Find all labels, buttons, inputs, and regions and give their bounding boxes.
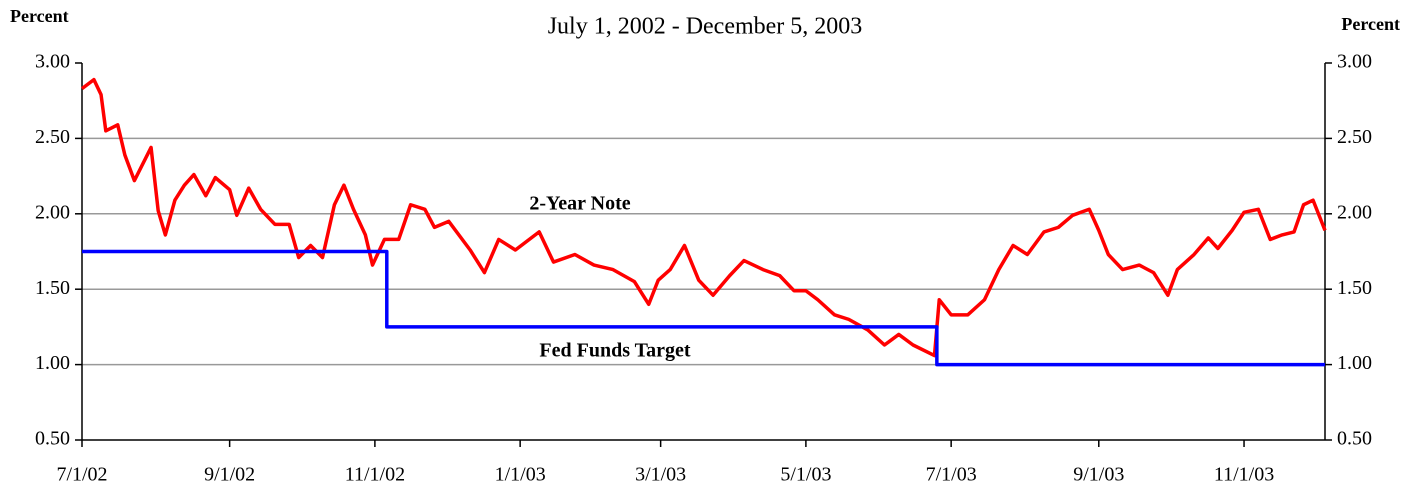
x-tick-label: 7/1/03 [926, 464, 977, 486]
y-tick-label: 0.50 [35, 428, 70, 450]
line [82, 249, 1325, 367]
annotation: Fed Funds Target [539, 340, 690, 362]
y-tick-label: 2.50 [35, 126, 70, 148]
annotation: 2-Year Note [529, 193, 630, 215]
y-tick-label: 3.00 [35, 51, 70, 73]
y-tick-label: 1.00 [35, 352, 70, 374]
x-tick-label: 7/1/02 [56, 464, 107, 486]
x-tick-label: 3/1/03 [635, 464, 686, 486]
x-tick-label: 11/1/03 [1214, 464, 1274, 486]
y-tick-label: 1.50 [35, 277, 70, 299]
y2-tick-label: 3.00 [1337, 51, 1372, 73]
y-tick-label: 2.00 [35, 201, 70, 223]
line [80, 77, 1327, 358]
y2-tick-label: 0.50 [1337, 428, 1372, 450]
y2-tick-label: 2.00 [1337, 201, 1372, 223]
y-axis-label: Percent [10, 6, 69, 26]
x-tick-label: 9/1/02 [204, 464, 255, 486]
y2-tick-label: 1.50 [1337, 277, 1372, 299]
y2-tick-label: 2.50 [1337, 126, 1372, 148]
chart-subtitle: July 1, 2002 - December 5, 2003 [548, 14, 863, 40]
x-tick-label: 5/1/03 [780, 464, 831, 486]
x-tick-label: 11/1/02 [345, 464, 405, 486]
x-tick-label: 1/1/03 [495, 464, 546, 486]
y2-tick-label: 1.00 [1337, 352, 1372, 374]
x-tick-label: 9/1/03 [1073, 464, 1124, 486]
y2-axis-label: Percent [1341, 14, 1400, 34]
